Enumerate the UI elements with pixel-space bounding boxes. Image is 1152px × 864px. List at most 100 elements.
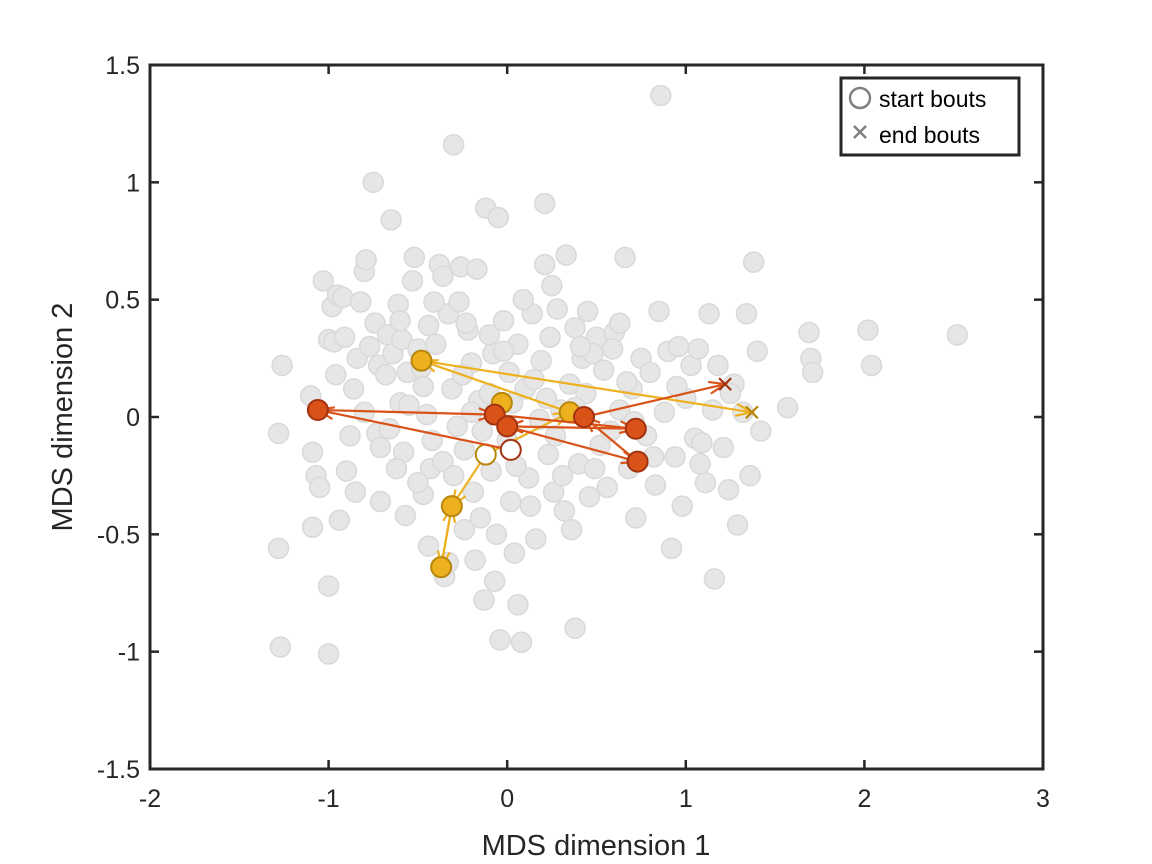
y-tick-label: -0.5 <box>97 521 140 549</box>
background-point <box>385 457 408 480</box>
background-point <box>473 589 495 611</box>
background-point <box>358 335 381 358</box>
y-tick-label: 1 <box>126 169 140 197</box>
y-axis-label: MDS dimension 2 <box>47 303 79 532</box>
y-tick-labels: -1.5 -1 -0.5 0 0.5 1 1.5 <box>97 52 140 784</box>
background-point <box>425 333 447 356</box>
background-point <box>453 518 476 541</box>
background-point <box>546 298 568 320</box>
background-point <box>401 270 424 292</box>
background-point <box>578 486 601 508</box>
legend-x-marker <box>853 125 867 139</box>
background-point <box>560 518 583 541</box>
background-point <box>537 443 560 466</box>
background-point <box>539 326 561 348</box>
series-point <box>430 556 453 579</box>
background-point <box>701 399 724 421</box>
background-point <box>712 436 735 459</box>
background-point <box>860 354 883 377</box>
background-point <box>317 575 340 597</box>
background-point <box>726 514 749 536</box>
background-point <box>544 425 567 447</box>
series-point <box>306 398 329 421</box>
background-point <box>317 643 340 665</box>
y-tick-label: 0 <box>126 404 140 432</box>
background-point <box>551 464 574 487</box>
background-point <box>355 249 377 271</box>
background-point <box>553 500 576 522</box>
background-point <box>644 474 667 496</box>
series-point <box>626 450 649 473</box>
background-point <box>625 507 647 529</box>
background-point <box>478 324 501 346</box>
background-point <box>533 253 556 276</box>
background-point <box>362 171 384 194</box>
background-point <box>660 537 683 560</box>
legend: start bouts end bouts <box>839 76 1021 157</box>
background-point <box>267 537 290 560</box>
background-point <box>432 265 454 287</box>
background-point <box>739 464 761 487</box>
series-point <box>410 349 433 372</box>
background-point <box>301 441 324 463</box>
background-point <box>423 291 445 313</box>
background-point <box>614 246 636 269</box>
background-point <box>857 319 879 341</box>
background-point <box>707 354 729 377</box>
background-point <box>735 302 758 325</box>
background-point <box>349 291 372 313</box>
background-point <box>453 439 476 461</box>
background-point <box>448 291 470 313</box>
plot-area-frame <box>148 63 1045 771</box>
y-tick-label: -1 <box>118 639 140 667</box>
background-point <box>687 338 710 360</box>
background-point <box>455 312 477 334</box>
highlighted-series <box>306 349 759 579</box>
x-tick-label: 1 <box>679 785 693 813</box>
background-point <box>616 371 638 393</box>
series-point <box>572 406 595 428</box>
background-point <box>324 364 347 386</box>
background-point <box>471 420 493 442</box>
background-point <box>301 516 324 539</box>
y-tick-label: 1.5 <box>105 52 140 80</box>
background-point <box>332 286 354 309</box>
background-point <box>417 314 440 337</box>
legend-box <box>839 76 1021 157</box>
x-tick-labels: -2 -1 0 1 2 3 <box>139 785 1050 813</box>
background-point <box>416 403 438 426</box>
background-point <box>369 436 392 459</box>
background-point <box>333 326 356 348</box>
background-point <box>335 460 358 482</box>
y-tick-label: 0.5 <box>105 287 140 315</box>
background-point <box>650 84 672 107</box>
background-point <box>555 244 577 266</box>
background-points <box>267 84 969 665</box>
background-point <box>798 321 820 344</box>
background-point <box>569 335 592 358</box>
background-point <box>312 270 334 292</box>
background-point <box>492 340 515 363</box>
background-point <box>533 192 556 215</box>
x-tick-label: 2 <box>857 785 871 813</box>
background-point <box>462 481 485 503</box>
background-point <box>601 338 624 360</box>
background-point <box>742 251 765 273</box>
x-tick-label: -2 <box>139 785 161 813</box>
background-point <box>507 593 529 616</box>
legend-entry-end-bouts: end bouts <box>879 122 980 148</box>
background-point <box>541 274 563 297</box>
background-point <box>717 478 740 501</box>
background-point <box>698 302 720 325</box>
series-point <box>440 495 463 518</box>
background-point <box>398 394 420 417</box>
background-point <box>489 629 511 651</box>
background-point <box>500 490 522 513</box>
background-point <box>583 457 606 480</box>
background-point <box>487 206 510 229</box>
background-point <box>608 312 631 334</box>
background-point <box>271 354 293 377</box>
background-point <box>407 471 429 494</box>
x-axis-label: MDS dimension 1 <box>482 830 711 862</box>
